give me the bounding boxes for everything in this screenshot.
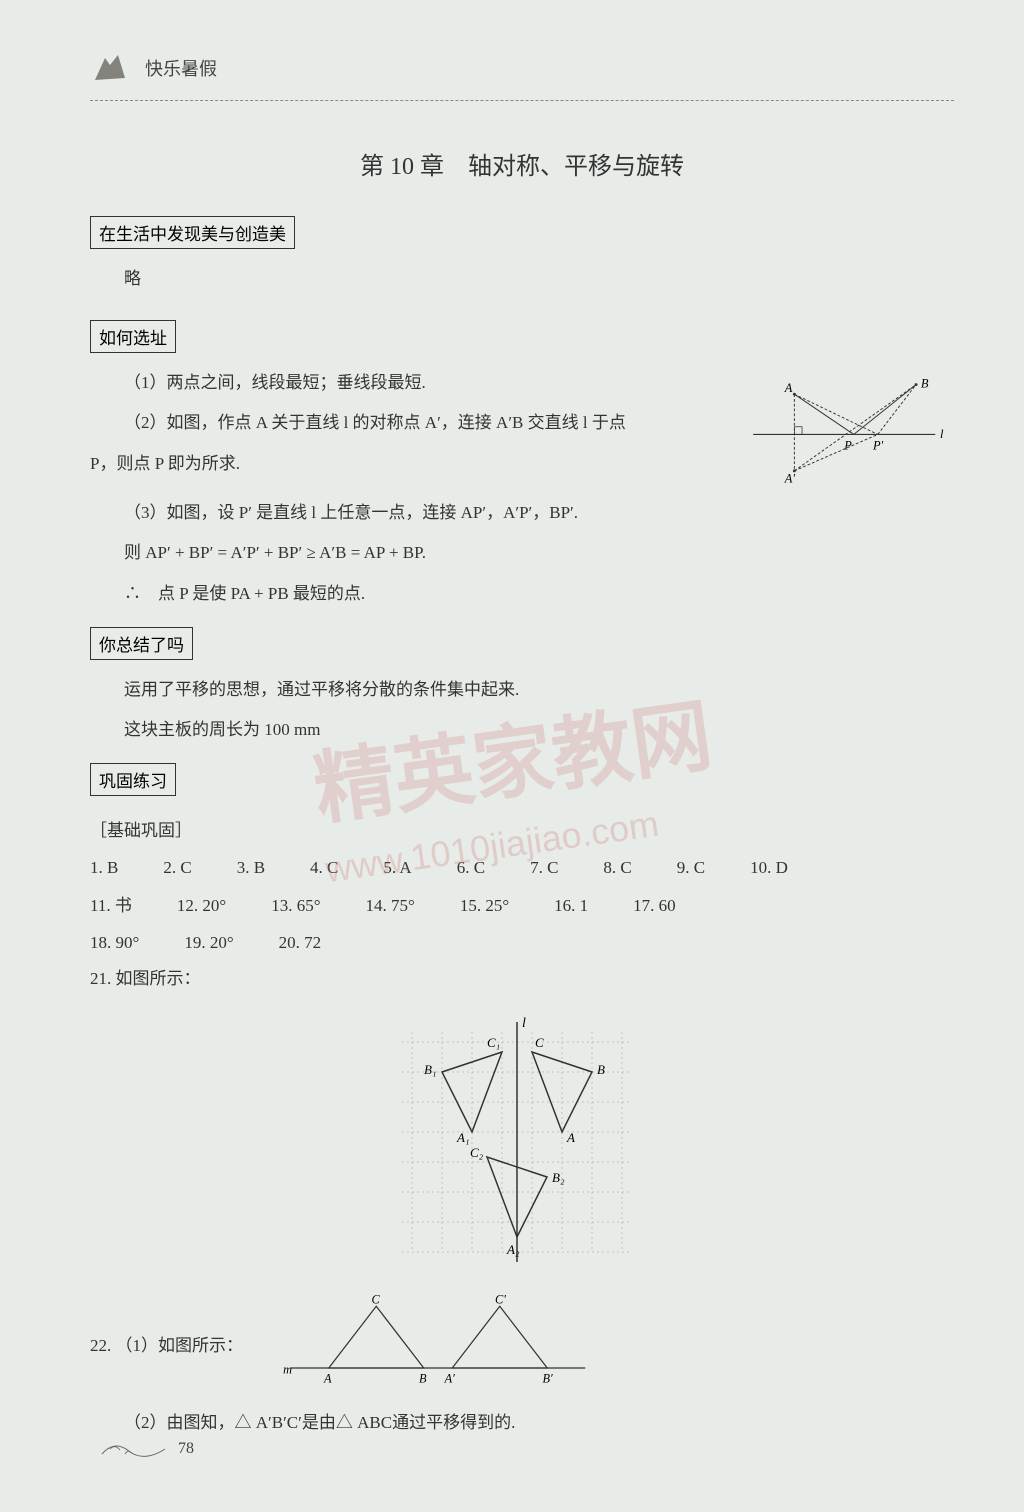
- s2-p2b: P，则点 P 即为所求.: [90, 446, 724, 482]
- ans-12: 12. 20°: [177, 887, 226, 924]
- fig3-m: m: [283, 1363, 292, 1377]
- answer-grid: 1. B 2. C 3. B 4. C 5. A 6. C 7. C 8. C …: [90, 849, 954, 961]
- section-1-content: 略: [90, 261, 954, 297]
- ans-2: 2. C: [163, 849, 191, 886]
- ans-3: 3. B: [237, 849, 265, 886]
- q21-label: 21. 如图所示：: [90, 961, 954, 997]
- fig2-B: B: [597, 1062, 605, 1077]
- ans-4: 4. C: [310, 849, 338, 886]
- fig1-B: B: [921, 376, 929, 390]
- fig3-C: C: [372, 1292, 381, 1306]
- figure-2: l A B C A₁ B₁ C₁ A₂ B₂ C₂: [90, 1012, 954, 1277]
- s2-p2: （2）如图，作点 A 关于直线 l 的对称点 A′，连接 A′B 交直线 l 于…: [90, 405, 724, 441]
- fig1-Pp: P′: [872, 438, 884, 452]
- s2-p1: （1）两点之间，线段最短；垂线段最短.: [90, 365, 724, 401]
- book-title: 快乐暑假: [145, 55, 217, 81]
- section-box-3: 你总结了吗: [90, 627, 193, 660]
- fig3-Bp: B′: [543, 1371, 554, 1385]
- figure-3: m C A B C′ A′ B′: [273, 1292, 603, 1400]
- subsection-basic: ［基础巩固］: [90, 816, 954, 841]
- fig2-A: A: [566, 1130, 575, 1145]
- ans-9: 9. C: [677, 849, 705, 886]
- fig1-l: l: [940, 427, 944, 441]
- ans-16: 16. 1: [554, 887, 588, 924]
- fig1-P: P: [843, 438, 852, 452]
- fig3-B: B: [419, 1371, 427, 1385]
- ans-8: 8. C: [603, 849, 631, 886]
- fig1-Ap: A′: [784, 471, 796, 485]
- ans-6: 6. C: [457, 849, 485, 886]
- fig2-C1: C₁: [487, 1035, 500, 1050]
- page-number: 78: [178, 1440, 194, 1458]
- fig2-A2: A₂: [506, 1242, 520, 1257]
- fig2-A1: A₁: [456, 1130, 469, 1145]
- fig2-l: l: [522, 1016, 526, 1031]
- fig3-A: A: [323, 1371, 332, 1385]
- ans-1: 1. B: [90, 849, 118, 886]
- fig3-Ap: A′: [444, 1371, 456, 1385]
- q22b: （2）由图知，△ A′B′C′是由△ ABC通过平移得到的.: [90, 1405, 954, 1441]
- section-box-4: 巩固练习: [90, 763, 176, 796]
- fig2-C2: C₂: [470, 1145, 484, 1160]
- ans-13: 13. 65°: [271, 887, 320, 924]
- s3-p1: 运用了平移的思想，通过平移将分散的条件集中起来.: [90, 672, 954, 708]
- section-box-2: 如何选址: [90, 320, 176, 353]
- ans-5: 5. A: [383, 849, 411, 886]
- fig2-B1: B₁: [424, 1062, 436, 1077]
- fig1-A: A: [784, 381, 793, 395]
- header-divider: [90, 100, 954, 101]
- ans-19: 19. 20°: [184, 924, 233, 961]
- ans-10: 10. D: [750, 849, 788, 886]
- fig3-Cp: C′: [495, 1292, 506, 1306]
- ans-11: 11. 书: [90, 887, 132, 924]
- book-logo-icon: [90, 50, 130, 85]
- chapter-title: 第 10 章 轴对称、平移与旋转: [90, 146, 954, 181]
- section-box-1: 在生活中发现美与创造美: [90, 216, 295, 249]
- ans-14: 14. 75°: [366, 887, 415, 924]
- fig2-B2: B₂: [552, 1170, 565, 1185]
- fig2-C: C: [535, 1035, 544, 1050]
- s2-conclusion: ∴ 点 P 是使 PA + PB 最短的点.: [90, 576, 954, 612]
- ans-18: 18. 90°: [90, 924, 139, 961]
- q22-label: 22. （1）如图所示：: [90, 1328, 243, 1364]
- page-decoration-icon: [100, 1434, 170, 1464]
- ans-7: 7. C: [530, 849, 558, 886]
- s2-p3: （3）如图，设 P′ 是直线 l 上任意一点，连接 AP′，A′P′，BP′.: [90, 495, 954, 531]
- s2-formula: 则 AP′ + BP′ = A′P′ + BP′ ≥ A′B = AP + BP…: [90, 535, 954, 571]
- s3-p2: 这块主板的周长为 100 mm: [90, 712, 954, 748]
- ans-20: 20. 72: [279, 924, 322, 961]
- figure-1: l A A′ B P P′: [744, 365, 954, 495]
- ans-17: 17. 60: [633, 887, 676, 924]
- ans-15: 15. 25°: [460, 887, 509, 924]
